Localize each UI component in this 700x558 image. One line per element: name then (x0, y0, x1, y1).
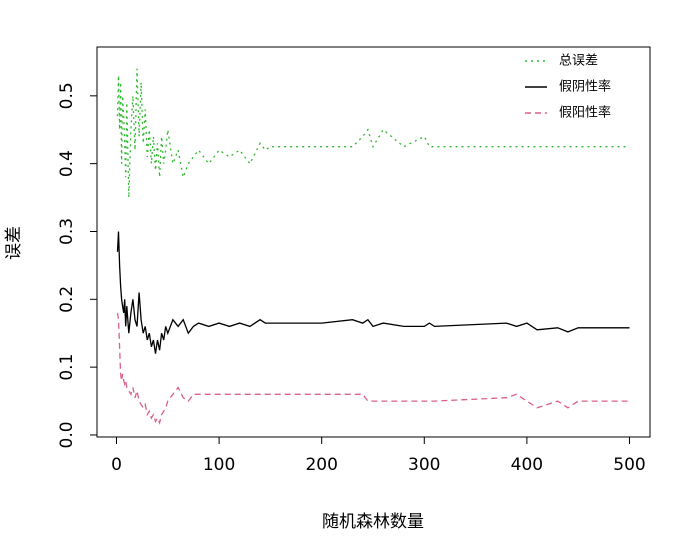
y-axis-label: 误差 (4, 226, 24, 260)
x-tick-label: 300 (408, 455, 440, 475)
y-tick-label: 0.4 (57, 150, 77, 177)
series-line (116, 312, 630, 425)
y-tick-label: 0.5 (57, 82, 77, 109)
y-tick-label: 0.0 (57, 421, 77, 448)
legend-label: 总误差 (559, 54, 598, 69)
y-tick-label: 0.3 (57, 218, 77, 245)
legend-label: 假阳性率 (559, 105, 611, 121)
x-tick-label: 400 (511, 455, 543, 475)
x-tick-label: 200 (305, 455, 337, 475)
y-tick-label: 0.2 (57, 286, 77, 313)
legend-label: 假阴性率 (559, 79, 611, 95)
series-line (116, 231, 630, 354)
x-tick-label: 500 (613, 455, 645, 475)
y-tick-label: 0.1 (57, 354, 77, 381)
x-tick-label: 100 (203, 455, 235, 475)
x-tick-label: 0 (111, 455, 122, 475)
series-line (116, 68, 630, 198)
x-axis-label: 随机森林数量 (322, 512, 424, 532)
